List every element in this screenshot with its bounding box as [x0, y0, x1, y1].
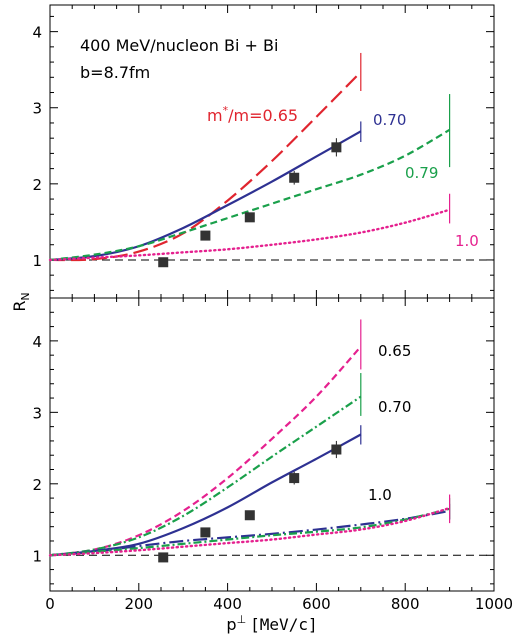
top-panel-curves: [48, 52, 451, 262]
bottom-series-line-1: [49, 395, 362, 557]
bottom-series-line-4: [49, 507, 450, 557]
top-panel-data-points: [158, 138, 342, 268]
bottom-panel-ticks: [49, 297, 495, 591]
y-tick-labels: 1 2 3 4 1 2 3 4: [32, 24, 42, 566]
bottom-y-tick-label: 2: [32, 476, 42, 494]
bottom-data-point: [289, 473, 300, 484]
label-bottom-10: 1.0: [368, 486, 392, 504]
x-tick-labels: 0 200 400 600 800 1000: [45, 595, 513, 613]
top-panel-ticks: [49, 5, 495, 298]
label-top-070: 0.70: [373, 111, 406, 129]
top-series-line-1: [49, 130, 362, 262]
bottom-data-point: [244, 510, 255, 521]
label-bottom-070: 0.70: [378, 398, 411, 416]
top-data-point: [200, 230, 211, 241]
top-data-point: [244, 212, 255, 223]
impact-parameter-annotation: b=8.7fm: [80, 63, 150, 82]
top-y-tick-label: 4: [32, 24, 42, 42]
top-series-line-3: [48, 208, 451, 262]
y-axis-label: RN: [10, 292, 32, 311]
bottom-panel-curves: [48, 319, 451, 557]
x-axis-label: p⊥ [MeV/c]: [226, 613, 317, 634]
bottom-data-point: [331, 444, 342, 455]
top-series-line-0: [49, 71, 362, 262]
x-tick-label: 600: [302, 595, 331, 613]
bottom-y-tick-label: 4: [32, 333, 42, 351]
bottom-y-tick-label: 3: [32, 404, 42, 422]
system-annotation: 400 MeV/nucleon Bi + Bi: [80, 36, 278, 55]
top-data-point: [331, 142, 342, 153]
x-tick-label: 800: [391, 595, 420, 613]
label-top-10: 1.0: [455, 232, 479, 250]
label-bottom-065: 0.65: [378, 342, 411, 360]
bottom-data-point: [200, 527, 211, 538]
top-y-tick-label: 3: [32, 100, 42, 118]
x-tick-label: 1000: [475, 595, 513, 613]
x-tick-label: 200: [124, 595, 153, 613]
label-mstar-065: m*/m=0.65: [207, 104, 298, 125]
x-tick-label: 0: [45, 595, 55, 613]
bottom-data-point: [158, 552, 169, 563]
top-y-tick-label: 2: [32, 176, 42, 194]
bottom-y-tick-label: 1: [32, 547, 42, 565]
top-y-tick-label: 1: [32, 252, 42, 270]
top-data-point: [158, 257, 169, 268]
top-series-line-2: [49, 128, 451, 262]
top-data-point: [289, 172, 300, 183]
x-tick-label: 400: [213, 595, 242, 613]
bottom-series-line-0: [49, 345, 362, 557]
bottom-series-line-5: [48, 506, 451, 557]
label-top-079: 0.79: [405, 164, 438, 182]
bottom-panel-data-points: [158, 440, 342, 563]
